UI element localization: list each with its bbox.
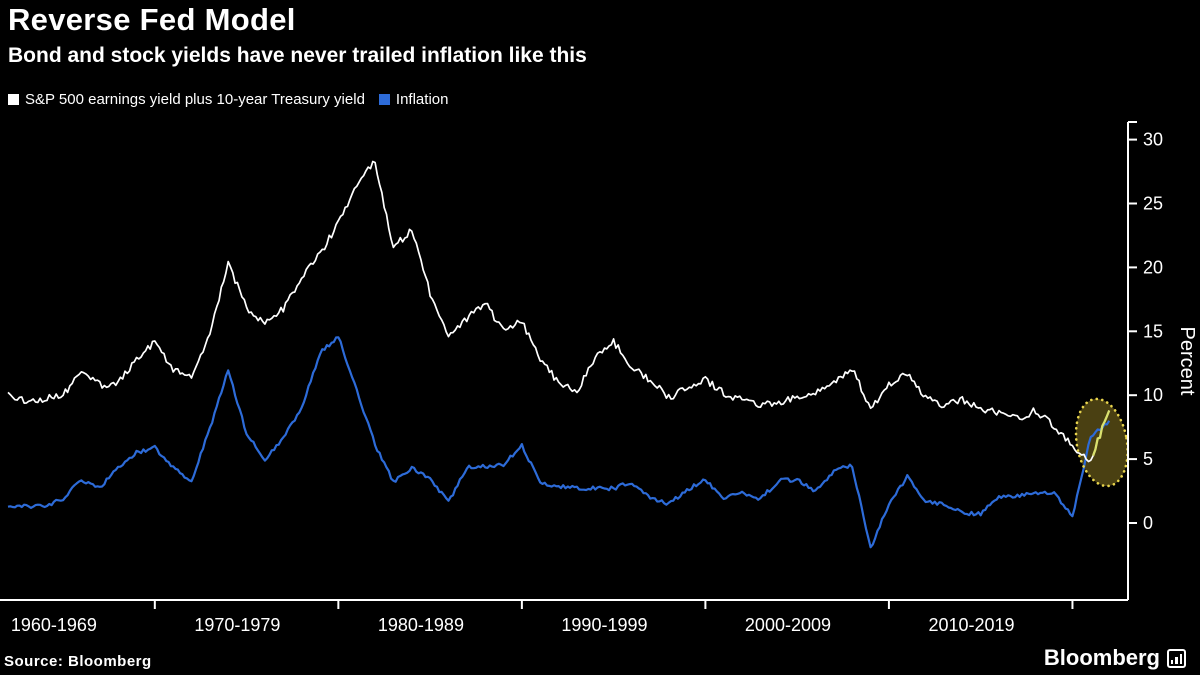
x-tick-label: 1990-1999 <box>561 615 647 635</box>
combined-yield-line <box>7 160 1110 463</box>
x-tick-label: 1960-1969 <box>11 615 97 635</box>
y-tick-label: 25 <box>1143 194 1163 214</box>
legend: S&P 500 earnings yield plus 10-year Trea… <box>8 91 448 108</box>
legend-label-inflation: Inflation <box>395 91 449 108</box>
inflation-line <box>7 336 1111 549</box>
highlight-ellipse <box>1076 398 1128 487</box>
y-tick-label: 0 <box>1143 513 1153 533</box>
y-tick-label: 30 <box>1143 130 1163 150</box>
bar-chart-icon <box>1167 648 1186 668</box>
x-tick-label: 2000-2009 <box>745 615 831 635</box>
legend-swatch-inflation <box>378 94 390 105</box>
bloomberg-logo-text: Bloomberg <box>1043 645 1160 670</box>
highlight-segment <box>1092 410 1111 457</box>
x-tick-label: 1970-1979 <box>194 615 280 635</box>
bloomberg-logo: Bloomberg <box>1044 645 1186 671</box>
x-tick-label: 2010-2019 <box>928 615 1014 635</box>
y-tick-label: 20 <box>1143 257 1163 277</box>
y-tick-label: 10 <box>1143 385 1163 405</box>
y-tick-label: 5 <box>1143 449 1153 469</box>
chart-subtitle: Bond and stock yields have never trailed… <box>8 44 587 67</box>
y-axis-title: Percent <box>1176 327 1198 396</box>
legend-label-combined-yield: S&P 500 earnings yield plus 10-year Trea… <box>25 91 365 108</box>
x-tick-label: 1980-1989 <box>378 615 464 635</box>
source-label: Source: Bloomberg <box>4 653 152 670</box>
chart-title: Reverse Fed Model <box>8 2 296 37</box>
y-tick-label: 15 <box>1143 321 1163 341</box>
legend-swatch-combined-yield <box>8 94 19 105</box>
highlight-ellipse-border <box>1074 397 1129 488</box>
